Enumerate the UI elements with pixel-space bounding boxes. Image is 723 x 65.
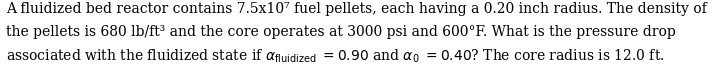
Text: associated with the fluidized state if $\mathit{\alpha}_{\rm fluidized}$ $= 0.90: associated with the fluidized state if $…: [6, 47, 664, 65]
Text: A fluidized bed reactor contains 7.5x10⁷ fuel pellets, each having a 0.20 inch r: A fluidized bed reactor contains 7.5x10⁷…: [6, 2, 706, 16]
Text: the pellets is 680 lb/ft³ and the core operates at 3000 psi and 600°F. What is t: the pellets is 680 lb/ft³ and the core o…: [6, 25, 675, 39]
